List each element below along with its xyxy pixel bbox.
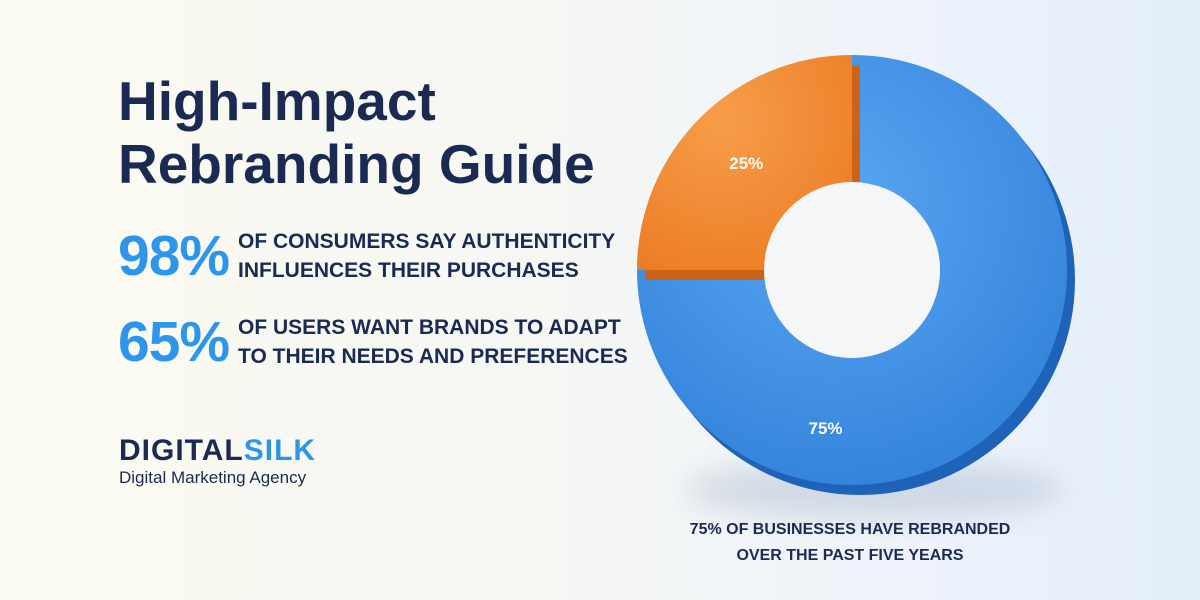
- stat-authenticity: 98% OF CONSUMERS SAY AUTHENTICITY INFLUE…: [118, 226, 615, 286]
- stat-description: OF USERS WANT BRANDS TO ADAPT TO THEIR N…: [238, 313, 628, 371]
- title-line-1: High-Impact: [118, 70, 436, 132]
- slice-label-75: 75%: [809, 419, 843, 438]
- caption-line-1: 75% OF BUSINESSES HAVE REBRANDED: [689, 521, 1011, 538]
- logo-primary: DIGITAL: [119, 434, 244, 467]
- brand-logo: DIGITALSILK Digital Marketing Agency: [119, 434, 316, 488]
- caption-line-2: OVER THE PAST FIVE YEARS: [736, 547, 964, 564]
- stat-text-line-2: TO THEIR NEEDS AND PREFERENCES: [238, 345, 628, 368]
- donut-hole: [764, 182, 940, 358]
- slice-label-25: 25%: [729, 154, 763, 173]
- stat-value: 65%: [118, 310, 230, 374]
- donut-slice-blue: [637, 55, 1067, 485]
- stat-text-line-1: OF CONSUMERS SAY AUTHENTICITY: [238, 230, 616, 253]
- stat-value: 98%: [118, 224, 230, 288]
- stat-text-line-2: INFLUENCES THEIR PURCHASES: [238, 259, 579, 282]
- stat-text-line-1: OF USERS WANT BRANDS TO ADAPT: [238, 316, 621, 339]
- chart-caption: 75% OF BUSINESSES HAVE REBRANDED OVER TH…: [640, 517, 1060, 569]
- title-line-2: Rebranding Guide: [118, 133, 595, 195]
- page-title: High-Impact Rebranding Guide: [118, 70, 595, 196]
- logo-tagline: Digital Marketing Agency: [119, 468, 307, 487]
- stat-description: OF CONSUMERS SAY AUTHENTICITY INFLUENCES…: [238, 227, 615, 285]
- donut-slice-orange: [637, 55, 852, 270]
- stat-adapt: 65% OF USERS WANT BRANDS TO ADAPT TO THE…: [118, 312, 628, 372]
- logo-accent: SILK: [243, 434, 317, 467]
- logo-wordmark: DIGITALSILK: [119, 434, 316, 468]
